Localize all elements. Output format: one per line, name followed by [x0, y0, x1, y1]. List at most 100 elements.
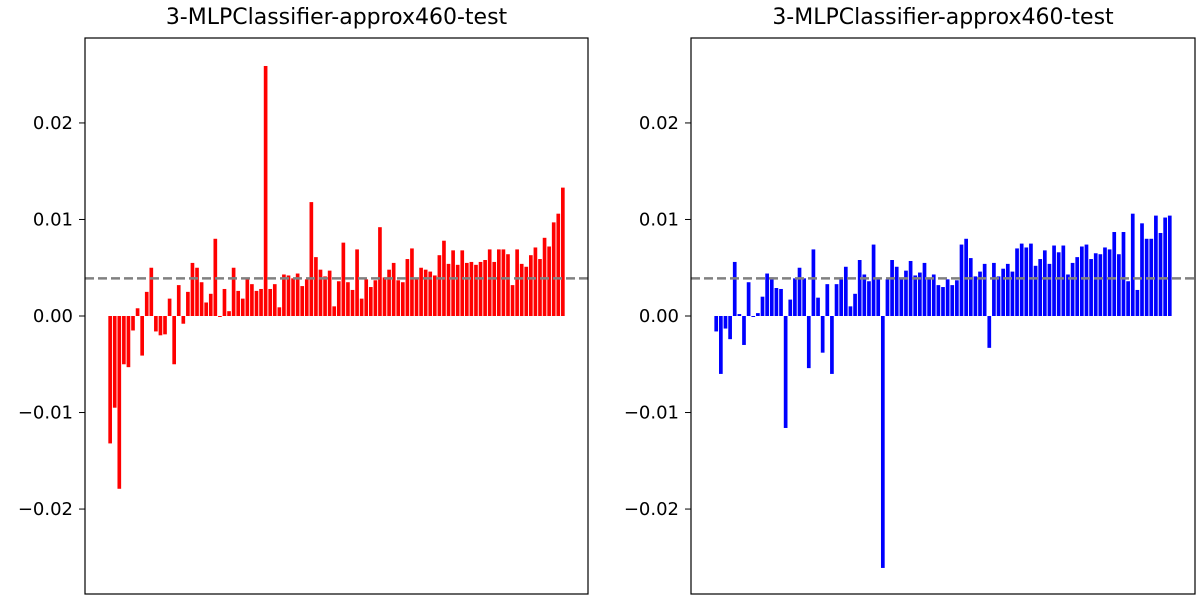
left-bar-35	[268, 288, 273, 316]
left-bar-39	[286, 275, 291, 316]
right-bar-83	[1098, 254, 1103, 316]
right-axes-frame	[690, 37, 1196, 595]
left-bar-22	[208, 293, 213, 316]
right-bar-61	[996, 276, 1001, 316]
right-bar-22	[816, 297, 820, 316]
left-bar-31	[250, 284, 254, 316]
right-bar-17	[793, 278, 797, 316]
left-bar-21	[204, 302, 209, 316]
right-bar-20	[806, 316, 811, 369]
left-bar-15	[176, 285, 181, 316]
left-bar-59	[378, 227, 382, 316]
right-bar-39	[894, 266, 899, 316]
left-bar-78	[464, 262, 469, 316]
left-bar-30	[245, 279, 250, 316]
right-bar-84	[1103, 247, 1107, 316]
left-bar-66	[410, 248, 414, 316]
left-bar-48	[327, 270, 332, 316]
left-bar-63	[396, 280, 401, 316]
right-bar-4	[732, 261, 737, 316]
right-bar-62	[1001, 268, 1006, 316]
right-bar-33	[867, 281, 871, 316]
left-bar-97	[551, 222, 556, 316]
left-bar-65	[405, 259, 410, 316]
left-bar-11	[158, 316, 163, 336]
right-bar-95	[1154, 215, 1158, 316]
right-bar-78	[1075, 257, 1080, 316]
right-bar-26	[834, 284, 839, 316]
left-ytick-label-1: −0.01	[18, 403, 73, 424]
left-bar-27	[231, 267, 236, 316]
right-bar-90	[1130, 213, 1135, 316]
left-bar-24	[218, 316, 222, 317]
left-bar-84	[492, 261, 497, 316]
left-bar-70	[428, 271, 433, 316]
right-bar-51	[950, 285, 955, 316]
right-bar-96	[1158, 232, 1163, 316]
right-bar-89	[1126, 281, 1130, 316]
left-bar-14	[172, 316, 176, 365]
right-bar-71	[1042, 250, 1047, 316]
left-bar-51	[341, 242, 346, 316]
left-bar-10	[154, 316, 158, 332]
right-bar-43	[913, 275, 918, 316]
right-ytick-label-1: −0.01	[624, 403, 679, 424]
right-bar-74	[1056, 252, 1061, 316]
left-bar-82	[483, 260, 487, 316]
left-bar-38	[282, 274, 286, 316]
right-bar-3	[728, 316, 732, 340]
left-bar-67	[414, 278, 419, 316]
left-bar-4	[126, 316, 131, 368]
left-bar-91	[524, 266, 529, 316]
right-bar-45	[922, 262, 927, 316]
left-bar-9	[149, 267, 154, 316]
left-bar-79	[469, 261, 474, 316]
left-bar-7	[140, 316, 144, 356]
right-bar-86	[1112, 232, 1117, 316]
right-bar-49	[941, 287, 945, 316]
right-y-ticks: −0.02 −0.01 0.00 0.01 0.02	[624, 113, 691, 520]
left-bar-26	[227, 311, 231, 316]
left-bar-50	[336, 281, 341, 316]
right-bar-85	[1107, 249, 1112, 316]
left-bar-53	[350, 289, 355, 316]
right-chart-title: 3-MLPClassifier-approx460-test	[772, 5, 1114, 30]
right-chart-panel: 3-MLPClassifier-approx460-test −0.02 −0.…	[624, 5, 1196, 595]
left-bar-8	[144, 291, 149, 316]
right-bar-6	[742, 316, 746, 345]
left-bar-36	[272, 284, 277, 316]
left-bar-43	[304, 279, 309, 316]
left-bar-87	[506, 254, 510, 316]
left-ytick-label-3: 0.01	[33, 209, 73, 230]
right-bar-44	[918, 272, 922, 316]
left-chart-panel: 3-MLPClassifier-approx460-test −0.02 −0.…	[18, 5, 589, 595]
right-bar-32	[862, 274, 867, 316]
right-bar-82	[1093, 253, 1098, 316]
right-bar-91	[1135, 289, 1140, 316]
right-bar-10	[760, 296, 765, 316]
right-bar-81	[1089, 259, 1093, 316]
right-bar-64	[1010, 271, 1015, 316]
left-y-ticks: −0.02 −0.01 0.00 0.01 0.02	[18, 113, 85, 520]
right-bar-66	[1019, 243, 1024, 316]
right-bar-23	[820, 316, 825, 353]
right-bar-70	[1038, 259, 1043, 316]
left-bar-80	[474, 264, 478, 316]
right-bar-35	[876, 279, 881, 316]
left-bar-99	[561, 187, 565, 316]
left-bar-45	[314, 257, 318, 316]
left-bar-5	[131, 316, 135, 331]
left-bar-49	[332, 306, 337, 316]
left-bar-62	[391, 262, 396, 316]
right-bar-12	[769, 277, 774, 316]
left-bar-96	[547, 246, 551, 316]
left-bar-40	[291, 278, 295, 316]
right-bar-34	[871, 244, 876, 316]
right-bar-52	[955, 280, 959, 316]
right-bar-5	[737, 314, 742, 316]
right-bar-77	[1070, 262, 1075, 316]
right-bar-0	[714, 316, 719, 332]
right-bar-2	[723, 316, 728, 329]
